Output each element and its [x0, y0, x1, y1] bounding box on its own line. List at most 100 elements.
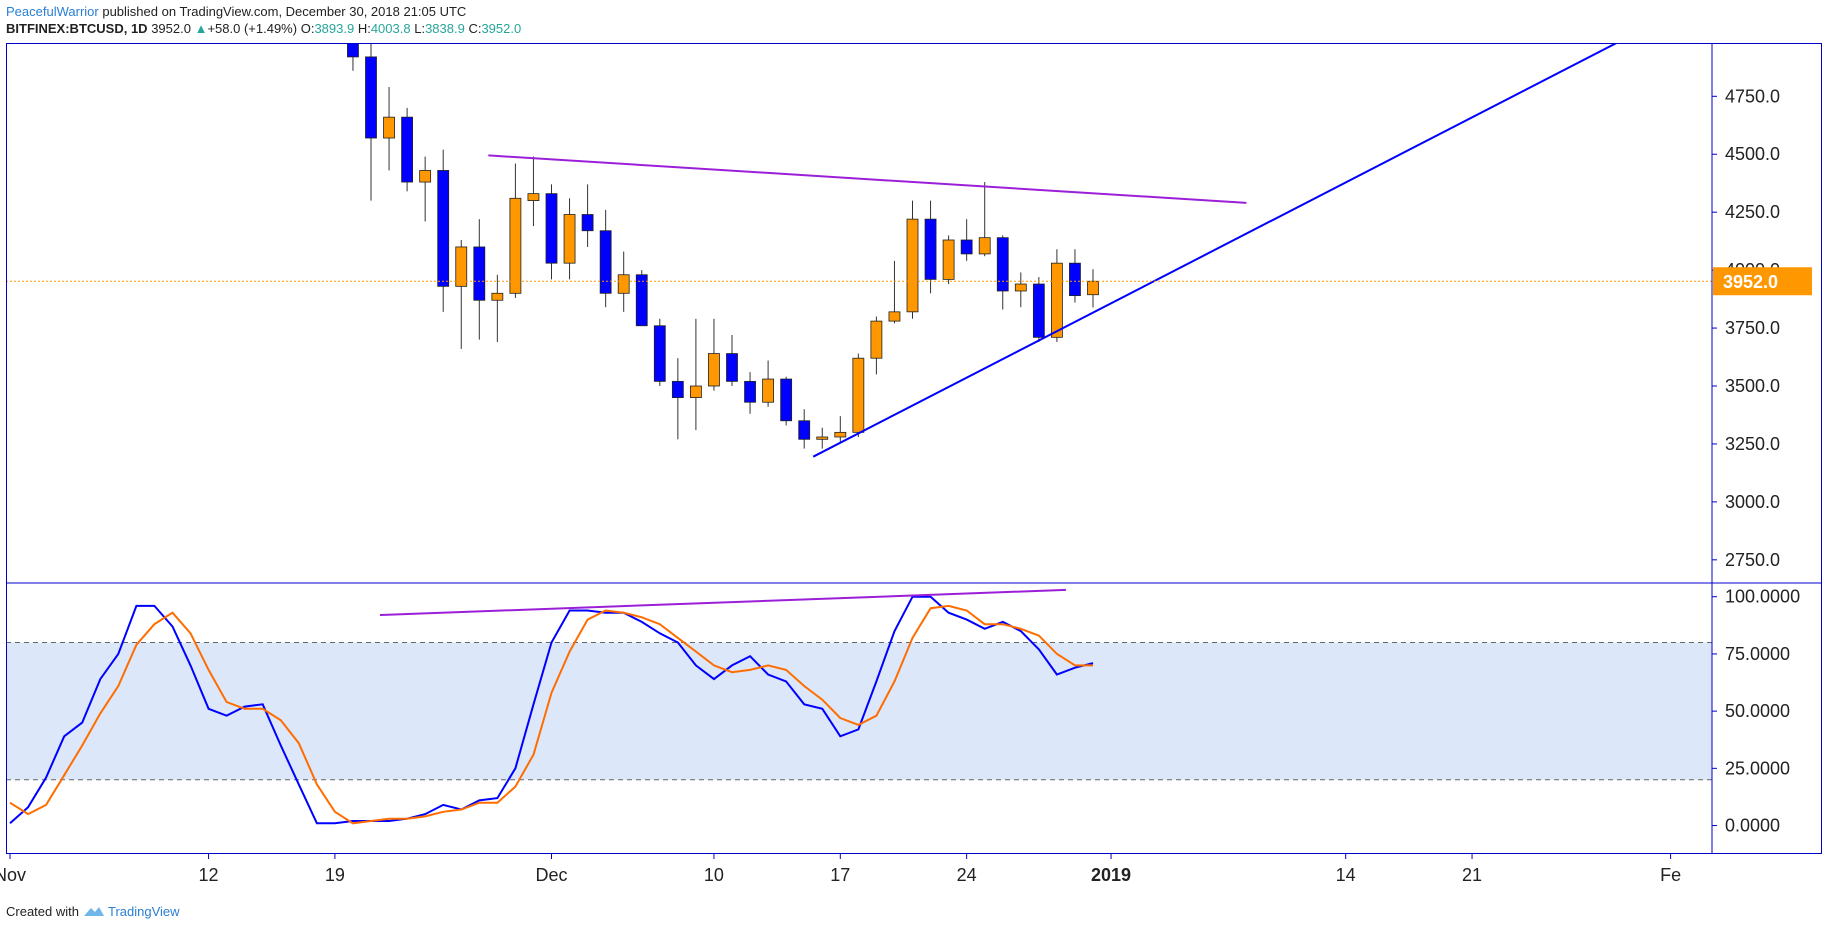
candle-body[interactable]	[708, 353, 720, 387]
time-tick-label: 24	[957, 865, 977, 885]
candle-body[interactable]	[726, 353, 738, 382]
time-tick-label: Nov	[0, 865, 26, 885]
price-tick-label: 3000.0	[1725, 492, 1780, 512]
candle-body[interactable]	[906, 218, 919, 313]
candle-body[interactable]	[491, 292, 504, 301]
time-tick-label: 10	[704, 865, 724, 885]
tradingview-logo-icon	[83, 907, 104, 916]
time-tick-label: Fe	[1660, 865, 1681, 885]
candle-body[interactable]	[365, 56, 377, 139]
candle-body[interactable]	[924, 218, 937, 280]
time-tick-label: 2019	[1091, 865, 1131, 885]
candle-body[interactable]	[527, 193, 540, 201]
time-tick-label: 21	[1462, 865, 1482, 885]
candle-body[interactable]	[852, 357, 865, 433]
stoch-tick-label: 0.0000	[1725, 816, 1780, 836]
tradingview-link[interactable]: TradingView	[108, 904, 180, 919]
candle-body[interactable]	[455, 246, 468, 287]
resistance-trendline[interactable]	[488, 154, 1247, 204]
candle-body[interactable]	[690, 385, 702, 398]
price-tick-label: 3500.0	[1725, 376, 1780, 396]
stoch-k-line[interactable]	[9, 595, 1094, 825]
price-tick-label: 2750.0	[1725, 550, 1780, 570]
candle-body[interactable]	[419, 170, 432, 183]
ohlc-legend: BITFINEX:BTCUSD, 1D 3952.0 ▲+58.0 (+1.49…	[6, 21, 521, 36]
stochastic-pane[interactable]: 0.0000 25.0000 50.0000 75.0000 100.0000	[6, 587, 1800, 836]
candle-body[interactable]	[1069, 262, 1081, 297]
stoch-tick-label: 25.0000	[1725, 758, 1790, 778]
candle-body[interactable]	[653, 325, 666, 382]
candle-body[interactable]	[762, 378, 774, 403]
stoch-tick-label: 75.0000	[1725, 644, 1790, 664]
close-value: 3952.0	[481, 21, 522, 36]
candle-body[interactable]	[347, 27, 359, 58]
low-value: 3838.9	[425, 21, 465, 36]
candle-body[interactable]	[834, 431, 847, 438]
time-tick-label: 12	[199, 865, 219, 885]
time-tick-label: 19	[325, 865, 345, 885]
publish-text: published on TradingView.com, December 3…	[102, 4, 467, 19]
close-label: C:	[468, 21, 482, 36]
last-price-label: 3952.0	[1723, 272, 1778, 292]
candle-body[interactable]	[744, 380, 756, 403]
candle-body[interactable]	[888, 311, 901, 322]
candle-body[interactable]	[1014, 283, 1027, 292]
candle-body[interactable]	[473, 246, 486, 301]
price-tick-label: 4500.0	[1725, 144, 1780, 164]
high-label: H:	[357, 21, 371, 36]
stoch-divergence-trendline[interactable]	[379, 588, 1066, 617]
candle-body[interactable]	[1051, 262, 1063, 338]
time-tick-label: 14	[1336, 865, 1356, 885]
last-price-badge	[1713, 267, 1812, 296]
candle-body[interactable]	[383, 116, 395, 139]
support-trendline[interactable]	[812, 38, 1625, 458]
footer-credit: Created with TradingView	[6, 904, 180, 919]
candle-body[interactable]	[635, 274, 648, 327]
candle-body[interactable]	[401, 116, 414, 183]
change-up-icon: ▲	[194, 21, 208, 36]
price-pane[interactable]: 2750.03000.03250.03500.03750.04000.04250…	[6, 0, 1812, 570]
stoch-plot-area	[6, 588, 1712, 825]
candle-body[interactable]	[617, 274, 630, 294]
price-tick-label: 3250.0	[1725, 434, 1780, 454]
last-price: 3952.0	[151, 21, 191, 36]
high-value: 4003.8	[370, 21, 411, 36]
candle-body[interactable]	[545, 193, 558, 264]
candle-body[interactable]	[437, 170, 450, 287]
change-value: +58.0 (+1.49%)	[207, 21, 298, 36]
author-link[interactable]: PeacefulWarrior	[6, 4, 99, 19]
candle-body[interactable]	[1032, 283, 1045, 338]
candle-body[interactable]	[870, 320, 883, 359]
candle-body[interactable]	[942, 239, 955, 280]
candle-body[interactable]	[599, 230, 612, 294]
candle-body[interactable]	[996, 237, 1009, 292]
overbought-oversold-band	[6, 642, 1712, 780]
candle-body[interactable]	[960, 239, 973, 255]
time-tick-label: 17	[830, 865, 850, 885]
low-label: L:	[414, 21, 426, 36]
candle-body[interactable]	[671, 380, 684, 398]
candle-body[interactable]	[978, 237, 991, 255]
candle-body[interactable]	[798, 420, 811, 440]
time-tick-label: Dec	[535, 865, 567, 885]
price-plot-area	[347, 27, 1625, 458]
candle-body[interactable]	[563, 214, 576, 264]
candle-body[interactable]	[780, 378, 793, 422]
time-axis[interactable]: Nov 12 19 Dec 10 17 24 2019 14 21 Fe	[0, 853, 1681, 885]
stoch-d-line[interactable]	[9, 604, 1093, 825]
stoch-tick-label: 50.0000	[1725, 701, 1790, 721]
candle-body[interactable]	[581, 214, 594, 232]
publish-info: PeacefulWarrior published on TradingView…	[6, 4, 466, 19]
price-tick-label: 4250.0	[1725, 202, 1780, 222]
candle-body[interactable]	[509, 197, 522, 294]
candle-body[interactable]	[816, 436, 829, 440]
price-tick-label: 3750.0	[1725, 318, 1780, 338]
stoch-tick-label: 100.0000	[1725, 587, 1800, 607]
price-tick-label: 4750.0	[1725, 86, 1780, 106]
candle-body[interactable]	[1087, 280, 1099, 296]
open-label: O:	[300, 21, 315, 36]
chart-frame	[6, 43, 1822, 854]
symbol-label: BITFINEX:BTCUSD, 1D	[6, 21, 148, 36]
open-value: 3893.9	[314, 21, 355, 36]
